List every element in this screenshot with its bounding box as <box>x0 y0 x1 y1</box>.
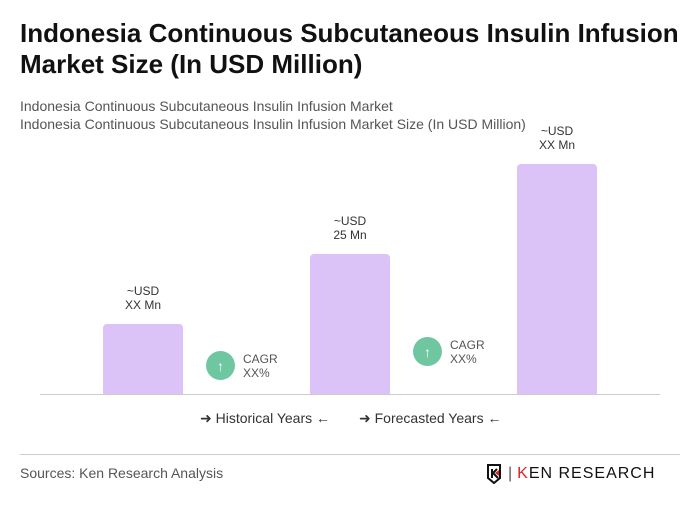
cagr-badge: ↑ CAGR XX% <box>206 351 278 380</box>
data-label-line: ~USD <box>540 124 574 139</box>
chart-title: Indonesia Continuous Subcutaneous Insuli… <box>20 18 679 79</box>
divider <box>20 454 680 455</box>
arrow-up-icon: ↑ <box>413 337 442 366</box>
cagr-label: CAGR <box>450 337 485 352</box>
arrow-up-icon: ↑ <box>206 351 235 380</box>
cagr-value: XX% <box>450 351 477 366</box>
data-label: ~USD XX Mn <box>83 284 203 312</box>
chart-subtitle: Indonesia Continuous Subcutaneous Insuli… <box>20 98 393 114</box>
cagr-label: CAGR <box>243 351 278 366</box>
bar <box>517 164 597 394</box>
ken-research-logo: | K EN RESEARCH <box>486 464 655 484</box>
data-label-line: XX Mn <box>538 138 575 153</box>
legend-historical: ➜ Historical Years ← <box>200 410 331 426</box>
bar <box>103 324 183 394</box>
data-label: ~USD XX Mn <box>497 124 617 152</box>
legend-label: Historical Years <box>215 410 313 426</box>
data-label-line: ~USD <box>333 214 367 228</box>
logo-icon <box>487 464 501 484</box>
cagr-value: XX% <box>243 365 270 380</box>
data-label-line: XX Mn <box>124 298 161 312</box>
x-axis <box>40 394 660 395</box>
legend-forecasted: ➜ Forecasted Years ← <box>359 410 502 426</box>
bar <box>310 254 390 394</box>
data-label-line: 25 Mn <box>333 228 367 242</box>
sources: Sources: Ken Research Analysis <box>20 465 224 481</box>
data-label: ~USD 25 Mn <box>290 214 410 242</box>
legend-label: Forecasted Years <box>374 410 484 426</box>
chart-subtitle-2: Indonesia Continuous Subcutaneous Insuli… <box>20 116 526 132</box>
data-label-line: ~USD <box>126 284 160 298</box>
cagr-badge: ↑ CAGR XX% <box>413 337 485 366</box>
